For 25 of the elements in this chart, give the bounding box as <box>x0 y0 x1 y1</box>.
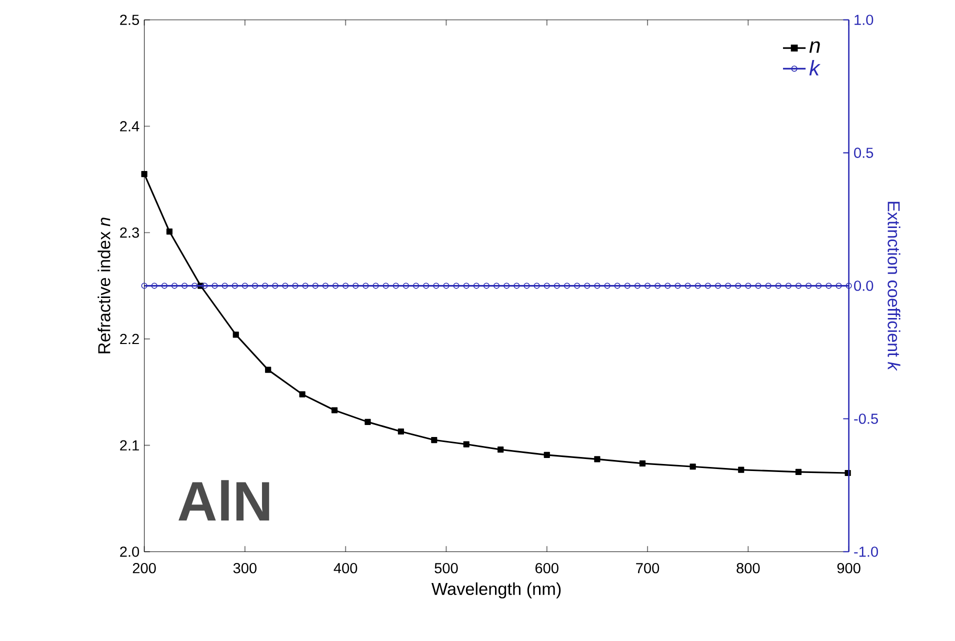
y2-tick-label: -0.5 <box>854 414 878 424</box>
x-tick-label: 500 <box>434 563 458 574</box>
x-tick-label: 800 <box>736 563 760 574</box>
x-tick-label: 900 <box>837 563 860 574</box>
y2-axis-title: Extinction coefficient k <box>888 202 900 372</box>
y2-tick-label: 0.5 <box>854 148 874 158</box>
y2-tick-label: 0.0 <box>854 280 874 291</box>
y-axis-title: Refractive index n <box>98 218 110 354</box>
annotation: AlN <box>178 480 270 520</box>
x-tick-label: 400 <box>334 563 358 574</box>
y-tick-label: 2.1 <box>120 440 139 450</box>
y-tick-label: 2.5 <box>120 14 139 26</box>
x-tick-label: 600 <box>535 563 558 574</box>
x-axis-title: Wavelength (nm) <box>431 582 561 598</box>
y-tick-label: 2.4 <box>120 121 140 132</box>
legend-label: n <box>809 41 820 53</box>
y2-tick-label: 1.0 <box>854 14 874 25</box>
y2-tick-label: -1.0 <box>854 546 878 557</box>
legend-label: k <box>809 60 821 76</box>
x-tick-label: 300 <box>233 563 256 574</box>
x-tick-label: 200 <box>132 563 156 574</box>
y-tick-label: 2.0 <box>120 546 140 557</box>
y-tick-label: 2.3 <box>120 227 139 238</box>
y-tick-label: 2.2 <box>120 334 139 344</box>
x-tick-label: 700 <box>636 563 660 574</box>
